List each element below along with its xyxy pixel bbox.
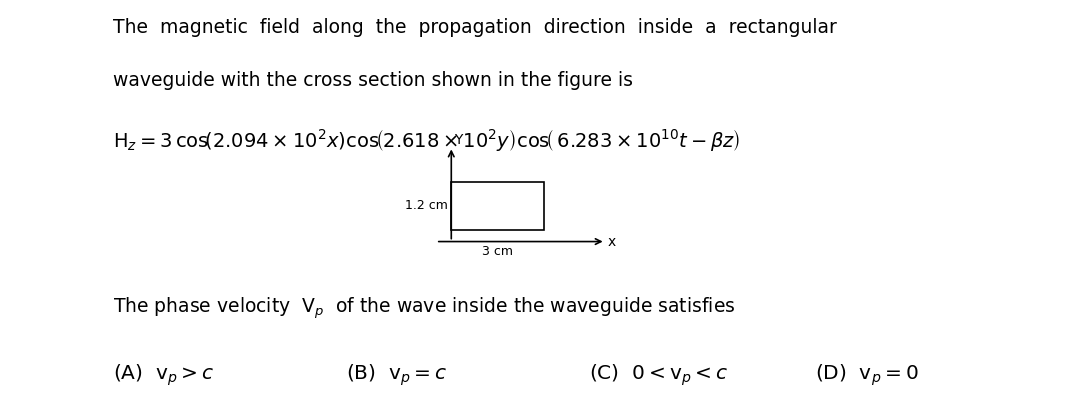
Text: (A)  $\mathrm{v}_p > c$: (A) $\mathrm{v}_p > c$	[113, 362, 215, 388]
Text: (C)  $0 < \mathrm{v}_p < c$: (C) $0 < \mathrm{v}_p < c$	[589, 362, 728, 388]
Text: x: x	[607, 234, 616, 249]
Text: (D)  $\mathrm{v}_p = 0$: (D) $\mathrm{v}_p = 0$	[815, 362, 919, 388]
Text: (B)  $\mathrm{v}_p = c$: (B) $\mathrm{v}_p = c$	[346, 362, 447, 388]
Text: $\mathregular{H}_z = 3\,\mathrm{cos}\!\left(2.094\times10^2 x\right)\mathrm{cos}: $\mathregular{H}_z = 3\,\mathrm{cos}\!\l…	[113, 127, 741, 153]
Text: waveguide with the cross section shown in the figure is: waveguide with the cross section shown i…	[113, 71, 633, 90]
Text: 3 cm: 3 cm	[482, 245, 513, 258]
Text: The  magnetic  field  along  the  propagation  direction  inside  a  rectangular: The magnetic field along the propagation…	[113, 18, 837, 37]
Text: 1.2 cm: 1.2 cm	[405, 200, 448, 212]
Text: Y: Y	[455, 133, 462, 147]
Bar	[451, 182, 544, 230]
Text: The phase velocity  $\mathrm{V}_p$  of the wave inside the waveguide satisfies: The phase velocity $\mathrm{V}_p$ of the…	[113, 295, 735, 320]
